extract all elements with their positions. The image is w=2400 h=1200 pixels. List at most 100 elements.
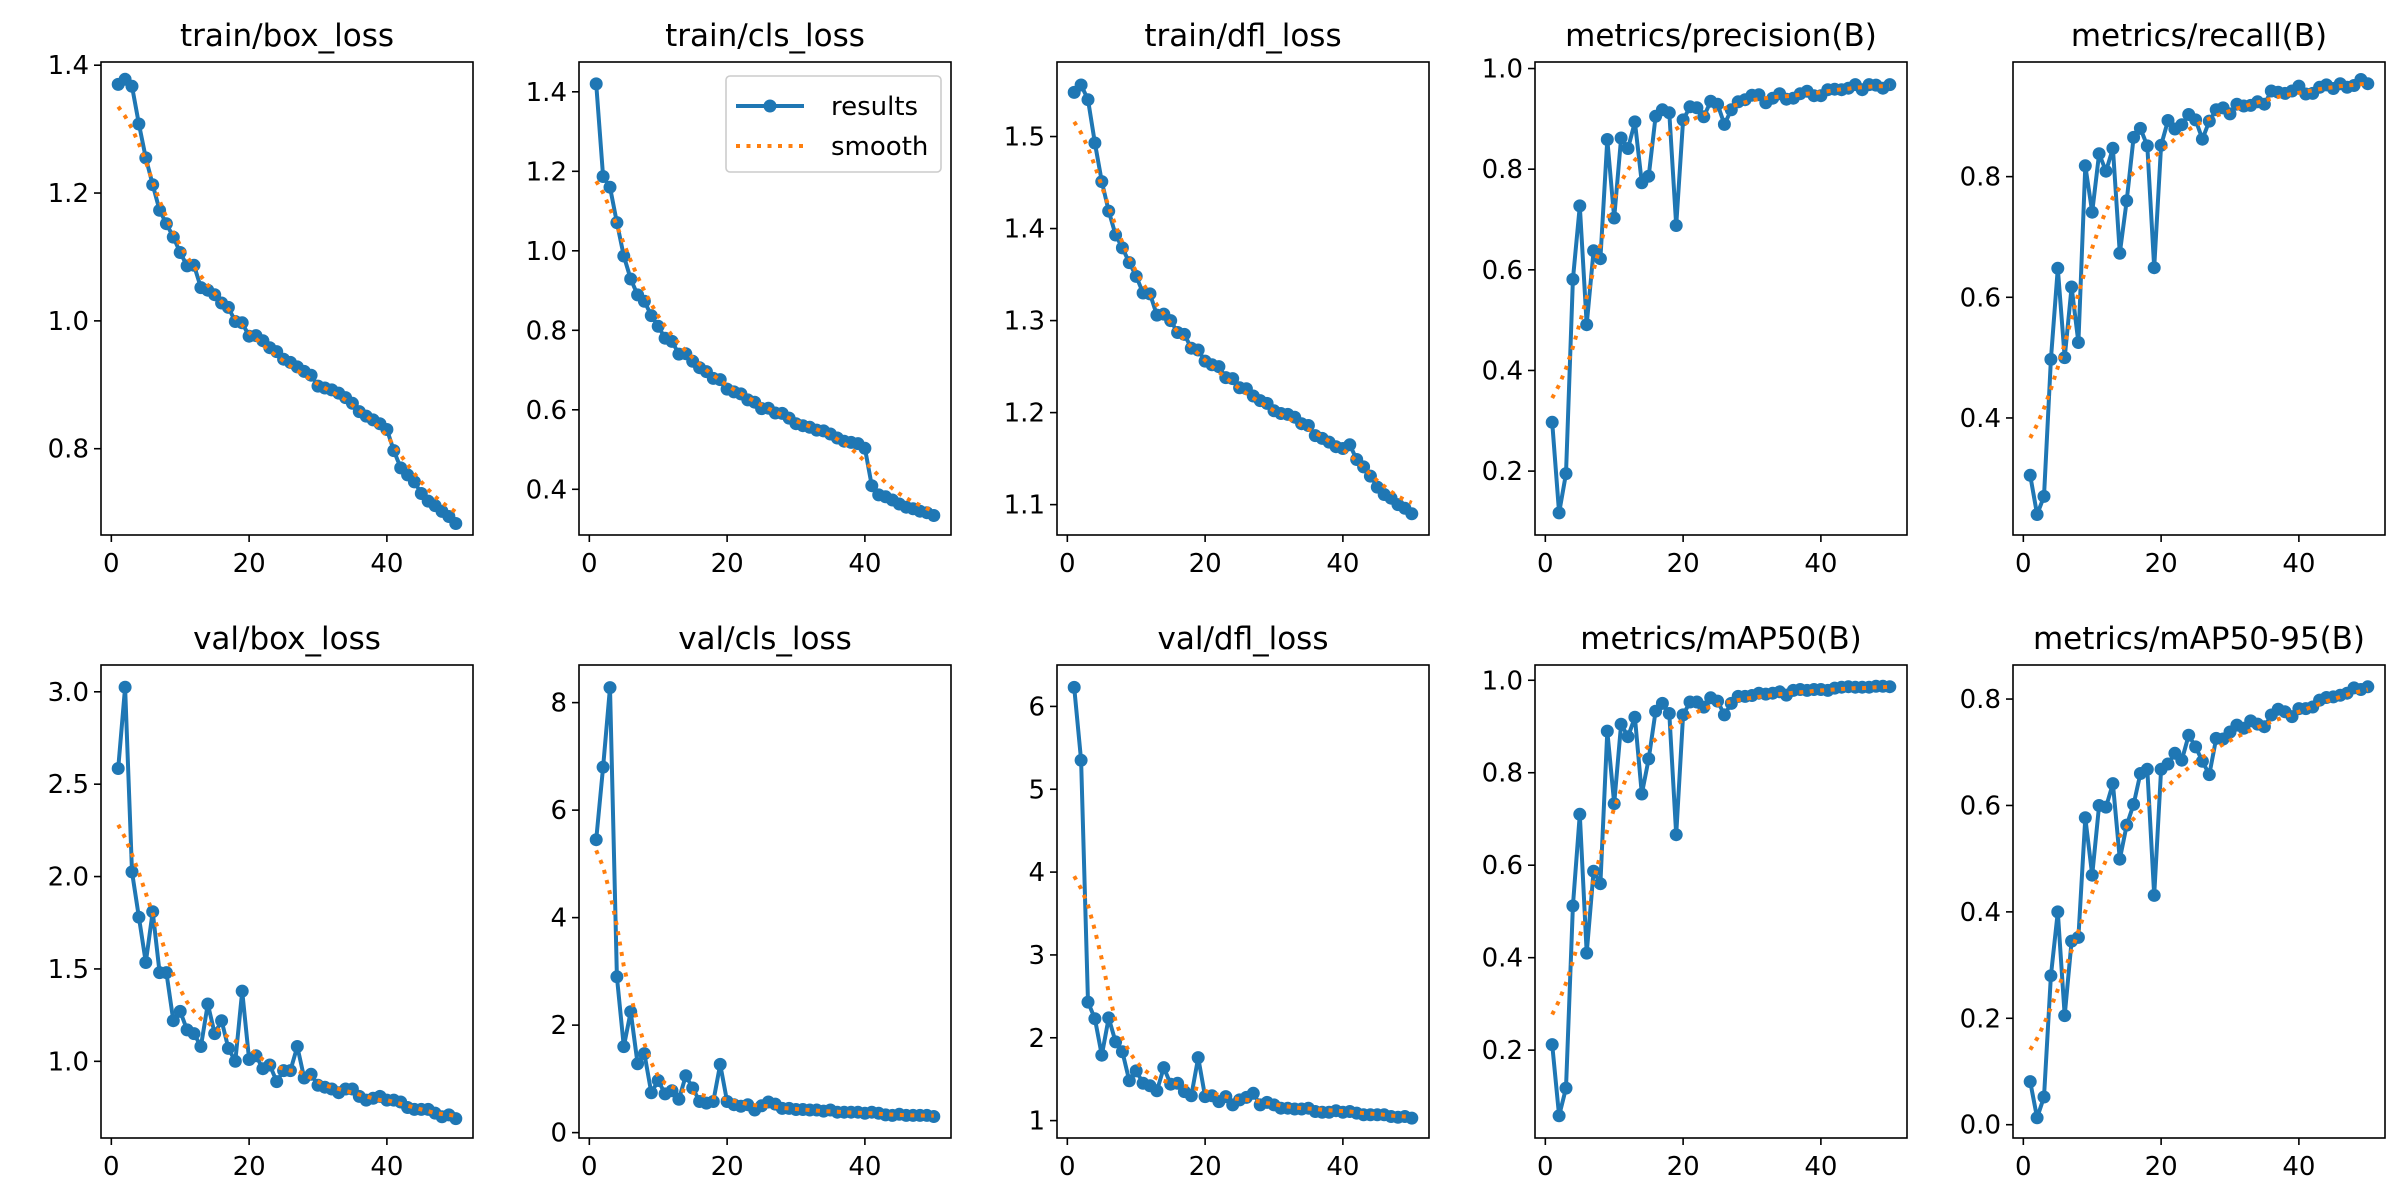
x-tick-label: 0 <box>581 1152 598 1182</box>
results-point <box>1655 696 1669 710</box>
results-point <box>194 1040 208 1053</box>
results-point <box>1717 708 1731 722</box>
results-point <box>589 77 603 91</box>
results-point <box>1669 219 1683 232</box>
results-point <box>617 249 631 263</box>
x-tick-label: 20 <box>711 549 744 579</box>
y-tick-label: 0.6 <box>1482 851 1523 881</box>
results-point <box>1573 807 1587 821</box>
results-point <box>270 1075 284 1089</box>
results-point <box>1559 1081 1573 1095</box>
y-tick-label: 0.8 <box>1482 759 1523 789</box>
results-point <box>1642 169 1656 183</box>
y-tick-label: 0.8 <box>1960 163 2001 193</box>
y-tick-label: 1.4 <box>1004 215 1045 245</box>
x-tick-label: 40 <box>1804 1152 1837 1182</box>
results-point <box>2189 740 2203 754</box>
results-point <box>1109 1035 1123 1049</box>
y-tick-label: 0.4 <box>1482 356 1523 386</box>
y-tick-label: 6 <box>1028 692 1045 722</box>
results-point <box>1405 1111 1419 1125</box>
smooth-line <box>1550 684 1890 1016</box>
results-point <box>1405 507 1419 521</box>
results-point <box>1191 1051 1205 1065</box>
results-point <box>1566 272 1580 286</box>
y-tick-label: 3 <box>1028 941 1045 971</box>
axes-frame <box>1534 61 1908 536</box>
y-tick-label: 1.0 <box>526 237 567 267</box>
results-point <box>2127 130 2141 144</box>
y-tick-label: 1.0 <box>1482 55 1523 85</box>
results-point <box>2113 852 2127 866</box>
results-point <box>610 970 624 984</box>
results-point <box>2099 164 2113 178</box>
results-point <box>2085 868 2099 882</box>
results-line <box>1550 82 1891 515</box>
results-point <box>1883 680 1897 694</box>
results-point <box>304 368 318 382</box>
results-point <box>1628 115 1642 129</box>
results-point <box>215 1014 229 1028</box>
results-point <box>221 1041 235 1055</box>
results-point <box>2058 351 2072 365</box>
axes-frame <box>100 664 474 1139</box>
axes-frame <box>2012 61 2386 536</box>
y-tick-label: 1.5 <box>48 955 89 985</box>
results-point <box>1697 700 1711 714</box>
results-point <box>2175 118 2189 132</box>
results-point <box>1580 318 1594 332</box>
results-point <box>1566 899 1580 913</box>
results-point <box>1088 1012 1102 1026</box>
results-point <box>2099 800 2113 814</box>
results-point <box>1552 506 1566 520</box>
panel-train-box-loss: train/box_loss 0 20 40 0.8 1.0 1.2 1.4 <box>48 18 474 579</box>
results-point <box>1184 1089 1198 1103</box>
results-point <box>1717 117 1731 131</box>
x-tick-label: 40 <box>1326 549 1359 579</box>
x-tick-label: 20 <box>233 549 266 579</box>
x-tick-label: 20 <box>1189 549 1222 579</box>
y-tick-label: 2 <box>550 1011 567 1041</box>
x-tick-label: 0 <box>581 549 598 579</box>
results-point <box>1212 360 1226 374</box>
results-point <box>2182 728 2196 742</box>
results-point <box>1122 1074 1136 1088</box>
results-point <box>610 216 624 230</box>
results-point <box>166 1014 180 1028</box>
panel-title: metrics/precision(B) <box>1565 18 1877 54</box>
results-point <box>1600 133 1614 146</box>
x-tick-label: 40 <box>1804 549 1837 579</box>
y-tick-label: 1.0 <box>48 1047 89 1077</box>
results-point <box>449 517 463 530</box>
y-tick-label: 0.8 <box>48 435 89 465</box>
results-point <box>1614 717 1628 731</box>
results-point <box>2085 205 2099 219</box>
results-point <box>858 441 872 455</box>
results-point <box>686 1081 700 1095</box>
y-tick-label: 0 <box>550 1119 567 1149</box>
panel-val-box-loss: val/box_loss 0 20 40 1.0 1.5 2.0 2.5 3.0 <box>48 621 474 1182</box>
panel-metrics-map50-95-b: metrics/mAP50-95(B) 0 20 40 0.0 0.2 0.4 0.6 0.8 <box>1960 621 2386 1182</box>
results-point <box>1628 710 1642 724</box>
y-tick-label: 6 <box>550 796 567 826</box>
results-point <box>596 760 610 774</box>
results-point <box>1102 1011 1116 1025</box>
axes-frame <box>578 664 952 1139</box>
results-point <box>603 180 617 194</box>
results-point <box>651 319 665 333</box>
panel-title: val/dfl_loss <box>1158 621 1329 657</box>
results-point <box>706 1095 720 1108</box>
results-point <box>2106 777 2120 791</box>
x-tick-label: 40 <box>1326 1152 1359 1182</box>
results-point <box>2071 336 2085 349</box>
results-point <box>1177 327 1191 341</box>
y-tick-label: 1.4 <box>48 51 89 81</box>
results-point <box>2023 1075 2037 1089</box>
x-tick-label: 20 <box>711 1152 744 1182</box>
axes-frame <box>1056 61 1430 536</box>
y-tick-label: 1 <box>1028 1107 1045 1137</box>
x-tick-label: 0 <box>103 1152 120 1182</box>
y-tick-label: 2.0 <box>48 863 89 893</box>
results-line <box>1072 83 1414 516</box>
results-point <box>139 151 153 165</box>
